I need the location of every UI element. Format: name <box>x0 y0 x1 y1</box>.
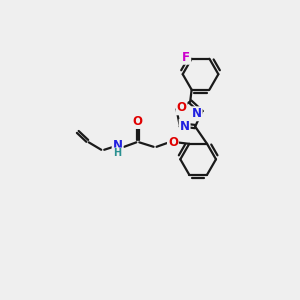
Text: O: O <box>176 101 187 114</box>
Text: N: N <box>112 140 123 152</box>
Text: O: O <box>133 115 143 128</box>
Text: N: N <box>180 120 190 133</box>
Text: N: N <box>192 107 202 120</box>
Text: O: O <box>168 136 178 149</box>
Text: F: F <box>182 51 190 64</box>
Text: H: H <box>113 148 122 158</box>
